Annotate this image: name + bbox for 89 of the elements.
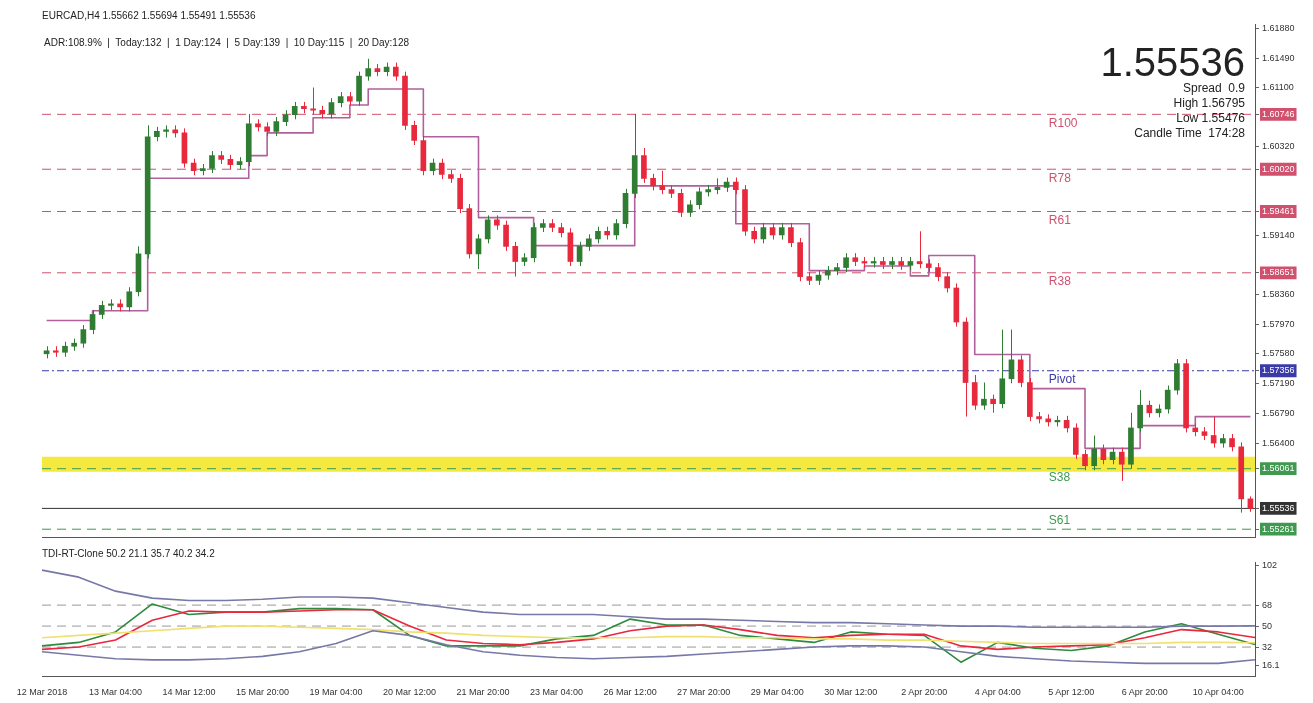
candlestick — [1118, 447, 1125, 482]
annotation: Low 1.55476 — [1176, 111, 1246, 125]
y-tick-label: 50 — [1262, 620, 1273, 631]
ref-line-label: R61 — [1048, 212, 1072, 227]
x-tick-label: 10 Apr 04:00 — [1192, 687, 1244, 698]
candlestick — [852, 252, 859, 267]
y-tick-label: 1.59140 — [1262, 230, 1295, 241]
candlestick — [539, 218, 546, 233]
ref-line-label: R78 — [1048, 170, 1072, 185]
candlestick — [889, 256, 895, 270]
annotation: Candle Time 174:28 — [1134, 126, 1246, 140]
candlestick — [788, 222, 794, 248]
x-tick-label: 13 Mar 04:00 — [88, 687, 143, 698]
candlestick — [448, 169, 454, 184]
candlestick — [98, 300, 105, 320]
candlestick — [585, 233, 592, 252]
y-tick-label: 68 — [1262, 599, 1273, 610]
candlestick — [742, 184, 748, 237]
candlestick — [999, 329, 1006, 409]
candlestick — [365, 58, 372, 82]
x-tick-label: 2 Apr 20:00 — [901, 687, 948, 698]
y-tick-label: 32 — [1262, 641, 1273, 652]
annotation: 1.55536 — [1100, 40, 1245, 84]
x-tick-label: 23 Mar 04:00 — [530, 687, 584, 698]
x-tick-label: 30 Mar 12:00 — [824, 687, 878, 698]
x-tick-label: 29 Mar 04:00 — [750, 687, 804, 698]
y-tick-label: 1.60020 — [1262, 163, 1295, 174]
y-tick-label: 1.58360 — [1262, 289, 1295, 300]
candlestick — [843, 252, 849, 273]
candlestick — [126, 286, 133, 312]
candlestick — [935, 262, 941, 282]
candlestick — [981, 382, 987, 411]
y-tick-label: 1.55536 — [1262, 502, 1295, 513]
candlestick — [71, 338, 77, 352]
y-tick-label: 1.57580 — [1262, 348, 1295, 359]
y-tick-label: 1.55261 — [1262, 523, 1295, 534]
candlestick — [971, 374, 978, 411]
candlestick — [549, 218, 555, 233]
candlestick — [310, 87, 316, 116]
x-tick-label: 4 Apr 04:00 — [974, 687, 1021, 698]
annotation: Spread 0.9 — [1182, 81, 1246, 95]
y-tick-label: 16.1 — [1262, 660, 1280, 671]
candlestick — [806, 271, 813, 286]
y-tick-label: 1.59461 — [1262, 206, 1295, 216]
x-tick-label: 20 Mar 12:00 — [383, 687, 437, 698]
y-tick-label: 1.60320 — [1262, 141, 1295, 152]
candlestick — [687, 199, 693, 218]
y-tick-label: 1.58651 — [1262, 267, 1295, 278]
chart-title: EURCAD,H4 1.55662 1.55694 1.55491 1.55536 — [42, 9, 256, 21]
y-tick-label: 1.60746 — [1262, 108, 1295, 119]
y-tick-label: 1.61490 — [1262, 52, 1295, 63]
x-tick-label: 5 Apr 12:00 — [1048, 687, 1095, 698]
candlestick — [880, 256, 886, 270]
annotation: High 1.56795 — [1173, 96, 1246, 110]
ref-line-label: R38 — [1048, 274, 1072, 289]
y-tick-label: 1.61100 — [1262, 82, 1294, 93]
y-tick-label: 1.56061 — [1262, 463, 1295, 474]
y-tick-label: 1.57356 — [1262, 365, 1295, 376]
candlestick — [392, 62, 399, 82]
y-tick-label: 1.56790 — [1262, 408, 1295, 419]
y-tick-label: 1.57190 — [1262, 377, 1295, 388]
x-tick-label: 15 Mar 20:00 — [236, 687, 290, 698]
ref-line-label: Pivot — [1048, 372, 1077, 387]
ref-line-label: R100 — [1048, 115, 1078, 130]
candlestick — [411, 120, 417, 146]
candlestick — [209, 150, 215, 174]
x-tick-label: 14 Mar 12:00 — [162, 687, 216, 698]
annotation: ADR:108.9% | Today:132 | 1 Day:124 | 5 Day:139 | 10 Day:115 | 20 Day:128 — [44, 37, 410, 48]
candlestick — [62, 341, 68, 358]
candlestick — [834, 262, 840, 276]
y-tick-label: 102 — [1262, 559, 1278, 570]
x-tick-label: 26 Mar 12:00 — [603, 687, 657, 698]
x-tick-label: 21 Mar 20:00 — [456, 687, 510, 698]
candlestick — [512, 241, 519, 278]
y-tick-label: 1.61880 — [1262, 23, 1295, 34]
candlestick — [925, 258, 932, 273]
ref-line-label: S38 — [1048, 470, 1071, 484]
chart-title: TDI-RT-Clone 50.2 21.1 35.7 40.2 34.2 — [42, 547, 216, 559]
x-tick-label: 12 Mar 2018 — [16, 687, 68, 698]
candlestick — [641, 147, 647, 184]
x-tick-label: 27 Mar 20:00 — [677, 687, 731, 698]
y-tick-label: 1.56400 — [1262, 437, 1295, 448]
ref-line-label: S61 — [1048, 512, 1071, 527]
candlestick — [218, 150, 225, 165]
y-tick-label: 1.57970 — [1262, 318, 1295, 329]
x-tick-label: 19 Mar 04:00 — [309, 687, 363, 698]
x-tick-label: 6 Apr 20:00 — [1121, 687, 1168, 698]
candlestick — [52, 345, 59, 358]
candlestick — [898, 256, 905, 271]
